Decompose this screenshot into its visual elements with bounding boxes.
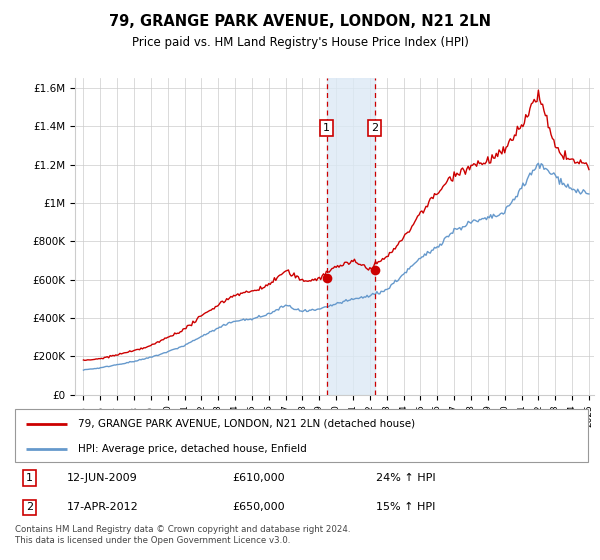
Text: Price paid vs. HM Land Registry's House Price Index (HPI): Price paid vs. HM Land Registry's House …: [131, 36, 469, 49]
FancyBboxPatch shape: [15, 409, 588, 462]
Text: 2: 2: [371, 123, 379, 133]
Text: 24% ↑ HPI: 24% ↑ HPI: [376, 473, 436, 483]
Text: £610,000: £610,000: [233, 473, 286, 483]
Text: 79, GRANGE PARK AVENUE, LONDON, N21 2LN (detached house): 79, GRANGE PARK AVENUE, LONDON, N21 2LN …: [78, 419, 415, 429]
Text: 2: 2: [26, 502, 33, 512]
Text: 1: 1: [323, 123, 330, 133]
Text: Contains HM Land Registry data © Crown copyright and database right 2024.
This d: Contains HM Land Registry data © Crown c…: [15, 525, 350, 545]
Text: 12-JUN-2009: 12-JUN-2009: [67, 473, 137, 483]
Text: 1: 1: [26, 473, 33, 483]
Text: 15% ↑ HPI: 15% ↑ HPI: [376, 502, 436, 512]
Bar: [327, 78, 375, 395]
Text: 17-APR-2012: 17-APR-2012: [67, 502, 139, 512]
Text: HPI: Average price, detached house, Enfield: HPI: Average price, detached house, Enfi…: [78, 444, 307, 454]
Text: £650,000: £650,000: [233, 502, 286, 512]
Text: 79, GRANGE PARK AVENUE, LONDON, N21 2LN: 79, GRANGE PARK AVENUE, LONDON, N21 2LN: [109, 14, 491, 29]
